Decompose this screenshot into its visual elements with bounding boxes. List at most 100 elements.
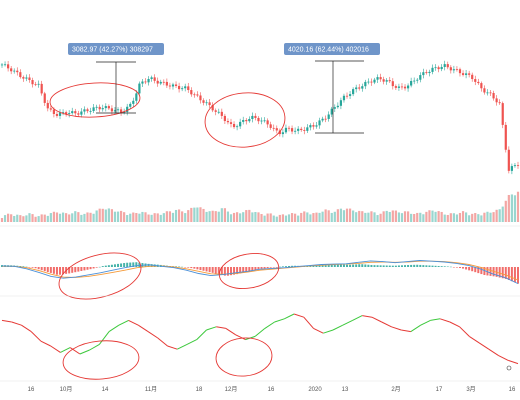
volume-bar [138, 213, 141, 222]
macd-histogram-bar [229, 267, 232, 276]
volume-bar [403, 211, 407, 222]
volume-bar [55, 212, 59, 222]
candle-body [236, 126, 239, 128]
candle-body [294, 130, 297, 132]
oscillator-segment [420, 319, 431, 326]
macd-histogram-bar [449, 266, 452, 268]
candle-body [312, 125, 315, 127]
price-panel [0, 60, 520, 175]
candle-body [471, 74, 474, 80]
candle-body [7, 64, 10, 69]
candle-body [196, 94, 199, 96]
volume-bar [89, 212, 92, 222]
macd-histogram-bar [80, 267, 83, 271]
volume-bar [223, 208, 226, 222]
candle-body [492, 92, 495, 99]
oscillator-segment [98, 331, 110, 345]
volume-bar [391, 210, 394, 222]
volume-bar [327, 210, 330, 222]
volume-bar [297, 215, 300, 222]
candle-body [315, 125, 318, 127]
macd-histogram-bar [233, 267, 236, 275]
candle-body [483, 88, 486, 93]
macd-histogram-bar [55, 267, 58, 275]
macd-histogram-bar [89, 267, 92, 270]
candle-body [263, 120, 266, 122]
volume-bar [150, 214, 153, 222]
macd-histogram-bar [92, 267, 95, 269]
macd-histogram-bar [214, 267, 217, 274]
macd-histogram-bar [117, 263, 120, 267]
macd-histogram-bar [110, 264, 113, 267]
candle-body [34, 84, 37, 86]
volume-bar [83, 213, 86, 222]
candle-body [446, 64, 449, 68]
macd-histogram-bar [52, 267, 55, 274]
volume-bar [281, 214, 284, 222]
volume-bar [342, 210, 346, 222]
macd-histogram-bar [513, 267, 516, 283]
volume-bar [367, 212, 370, 222]
candle-body [126, 106, 129, 112]
volume-bar [275, 216, 278, 222]
macd-histogram-bar [132, 262, 135, 267]
candle-body [382, 79, 385, 82]
candle-body [507, 149, 510, 171]
macd-histogram-bar [324, 265, 327, 267]
x-tick-label: 18 [196, 387, 203, 393]
candle-body [202, 100, 205, 103]
oscillator-segment [284, 313, 295, 320]
candle-body [74, 111, 77, 114]
candle-body [452, 69, 455, 71]
macd-histogram-bar [202, 267, 205, 271]
oscillator-segment [430, 318, 441, 321]
volume-bar [278, 214, 281, 222]
macd-histogram-bar [333, 264, 336, 267]
volume-bar [119, 210, 123, 222]
oscillator-segment [362, 315, 373, 318]
volume-bar [260, 214, 263, 222]
annotation-ellipse [204, 92, 286, 148]
macd-histogram-bar [123, 263, 126, 267]
macd-histogram-bar [284, 266, 287, 267]
candle-body [449, 67, 452, 71]
macd-histogram-bar [239, 267, 242, 274]
macd-histogram-bar [22, 266, 25, 267]
candle-body [306, 127, 309, 131]
candle-body [132, 100, 135, 104]
volume-bar [181, 211, 184, 222]
candle-body [65, 112, 68, 115]
volume-bar [513, 195, 517, 222]
macd-histogram-bar [217, 267, 220, 275]
volume-bar [358, 210, 361, 222]
volume-bar [248, 209, 251, 222]
candle-body [504, 124, 507, 150]
volume-bar [425, 211, 428, 222]
candle-body [300, 128, 303, 131]
volume-bar [101, 208, 104, 222]
volume-bar [315, 212, 318, 222]
volume-bar [284, 215, 288, 222]
volume-bar [410, 213, 413, 222]
oscillator-segment [478, 342, 490, 350]
volume-bar [486, 211, 489, 222]
candle-body [95, 106, 98, 108]
candle-body [107, 106, 110, 109]
candle-body [147, 78, 150, 83]
oscillator-segment [254, 328, 266, 337]
oscillator-segment [323, 329, 334, 334]
oscillator-segment [225, 327, 236, 336]
candle-body [385, 80, 388, 82]
measurement-2: 4020.16 (62.44%) 402016 [284, 43, 380, 55]
x-tick-label: 2月 [391, 386, 400, 393]
volume-bar [312, 213, 315, 222]
volume-bar [330, 212, 333, 222]
volume-bar [434, 211, 437, 222]
annotations-layer [49, 82, 286, 380]
candle-body [116, 109, 120, 111]
macd-histogram-bar [452, 267, 455, 268]
candle-body [248, 118, 251, 122]
candle-body [339, 100, 343, 106]
candle-body [162, 81, 165, 83]
macd-histogram-bar [211, 267, 214, 273]
